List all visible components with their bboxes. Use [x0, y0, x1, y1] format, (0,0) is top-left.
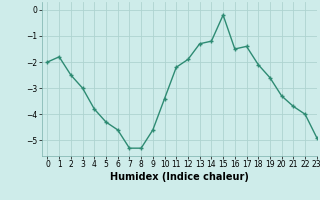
- X-axis label: Humidex (Indice chaleur): Humidex (Indice chaleur): [110, 172, 249, 182]
